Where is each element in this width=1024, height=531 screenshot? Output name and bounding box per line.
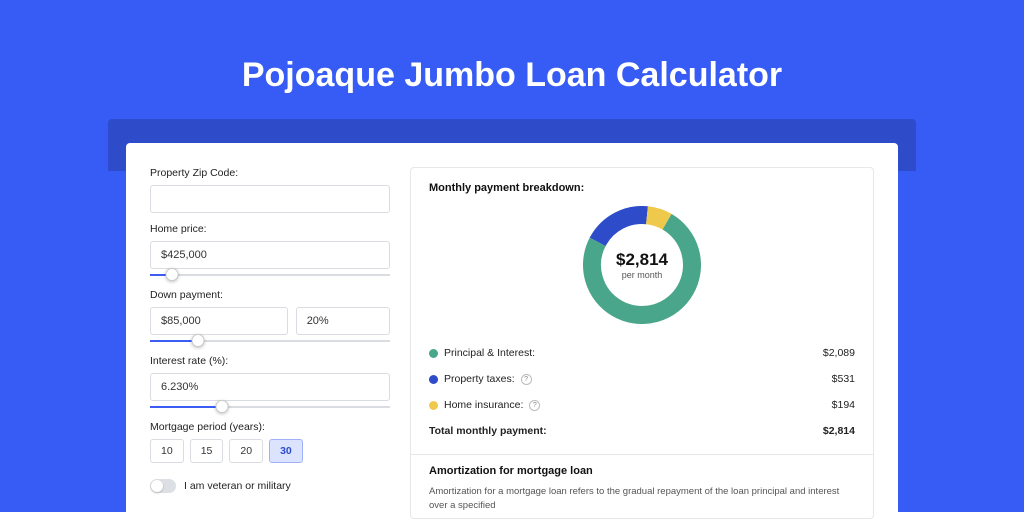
breakdown-panel: Monthly payment breakdown: $2,814 per mo… xyxy=(410,167,874,519)
legend-label: Home insurance: xyxy=(444,399,523,411)
donut-amount: $2,814 xyxy=(616,250,668,270)
legend-value: $531 xyxy=(832,373,855,385)
legend-row: Principal & Interest: $2,089 xyxy=(429,340,855,366)
mortgage-period-option-30[interactable]: 30 xyxy=(269,439,303,463)
legend-label: Property taxes: xyxy=(444,373,515,385)
amortization-title: Amortization for mortgage loan xyxy=(429,465,855,477)
legend-dot xyxy=(429,401,438,410)
mortgage-period-option-20[interactable]: 20 xyxy=(229,439,263,463)
label-home-price: Home price: xyxy=(150,223,390,235)
divider xyxy=(411,454,873,455)
legend-dot xyxy=(429,375,438,384)
down-payment-amount-input[interactable] xyxy=(150,307,288,335)
home-price-input[interactable] xyxy=(150,241,390,269)
legend-row: Home insurance:? $194 xyxy=(429,392,855,418)
label-down-payment: Down payment: xyxy=(150,289,390,301)
legend-total-label: Total monthly payment: xyxy=(429,425,547,437)
down-payment-slider[interactable] xyxy=(150,337,390,345)
breakdown-title: Monthly payment breakdown: xyxy=(429,182,855,194)
legend-label: Principal & Interest: xyxy=(444,347,535,359)
inputs-panel: Property Zip Code: Home price: Down paym… xyxy=(150,167,390,519)
help-icon[interactable]: ? xyxy=(521,374,532,385)
calculator-card: Property Zip Code: Home price: Down paym… xyxy=(126,143,898,531)
veteran-label: I am veteran or military xyxy=(184,480,291,492)
legend-dot xyxy=(429,349,438,358)
amortization-text: Amortization for a mortgage loan refers … xyxy=(429,485,855,514)
legend-value: $2,089 xyxy=(823,347,855,359)
down-payment-percent-input[interactable] xyxy=(296,307,390,335)
mortgage-period-option-10[interactable]: 10 xyxy=(150,439,184,463)
interest-rate-input[interactable] xyxy=(150,373,390,401)
legend-total-value: $2,814 xyxy=(823,425,855,437)
legend-value: $194 xyxy=(832,399,855,411)
legend-row: Property taxes:? $531 xyxy=(429,366,855,392)
legend-total-row: Total monthly payment: $2,814 xyxy=(429,418,855,444)
page-title: Pojoaque Jumbo Loan Calculator xyxy=(0,0,1024,119)
page-background: Pojoaque Jumbo Loan Calculator Property … xyxy=(0,0,1024,512)
label-mortgage-period: Mortgage period (years): xyxy=(150,421,390,433)
label-zip: Property Zip Code: xyxy=(150,167,390,179)
interest-rate-slider[interactable] xyxy=(150,403,390,411)
mortgage-period-option-15[interactable]: 15 xyxy=(190,439,224,463)
legend: Principal & Interest: $2,089 Property taxe… xyxy=(429,340,855,418)
label-interest-rate: Interest rate (%): xyxy=(150,355,390,367)
home-price-slider[interactable] xyxy=(150,271,390,279)
help-icon[interactable]: ? xyxy=(529,400,540,411)
mortgage-period-options: 10152030 xyxy=(150,439,390,463)
zip-input[interactable] xyxy=(150,185,390,213)
donut-chart: $2,814 per month xyxy=(429,206,855,324)
veteran-toggle[interactable] xyxy=(150,479,176,493)
donut-sub: per month xyxy=(616,270,668,280)
